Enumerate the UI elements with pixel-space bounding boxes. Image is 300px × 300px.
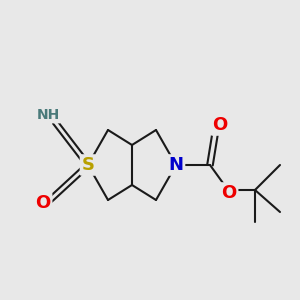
Text: O: O (212, 116, 228, 134)
Text: NH: NH (36, 108, 60, 122)
Text: O: O (221, 184, 237, 202)
Text: O: O (35, 194, 51, 212)
Text: N: N (169, 156, 184, 174)
Text: S: S (82, 156, 94, 174)
